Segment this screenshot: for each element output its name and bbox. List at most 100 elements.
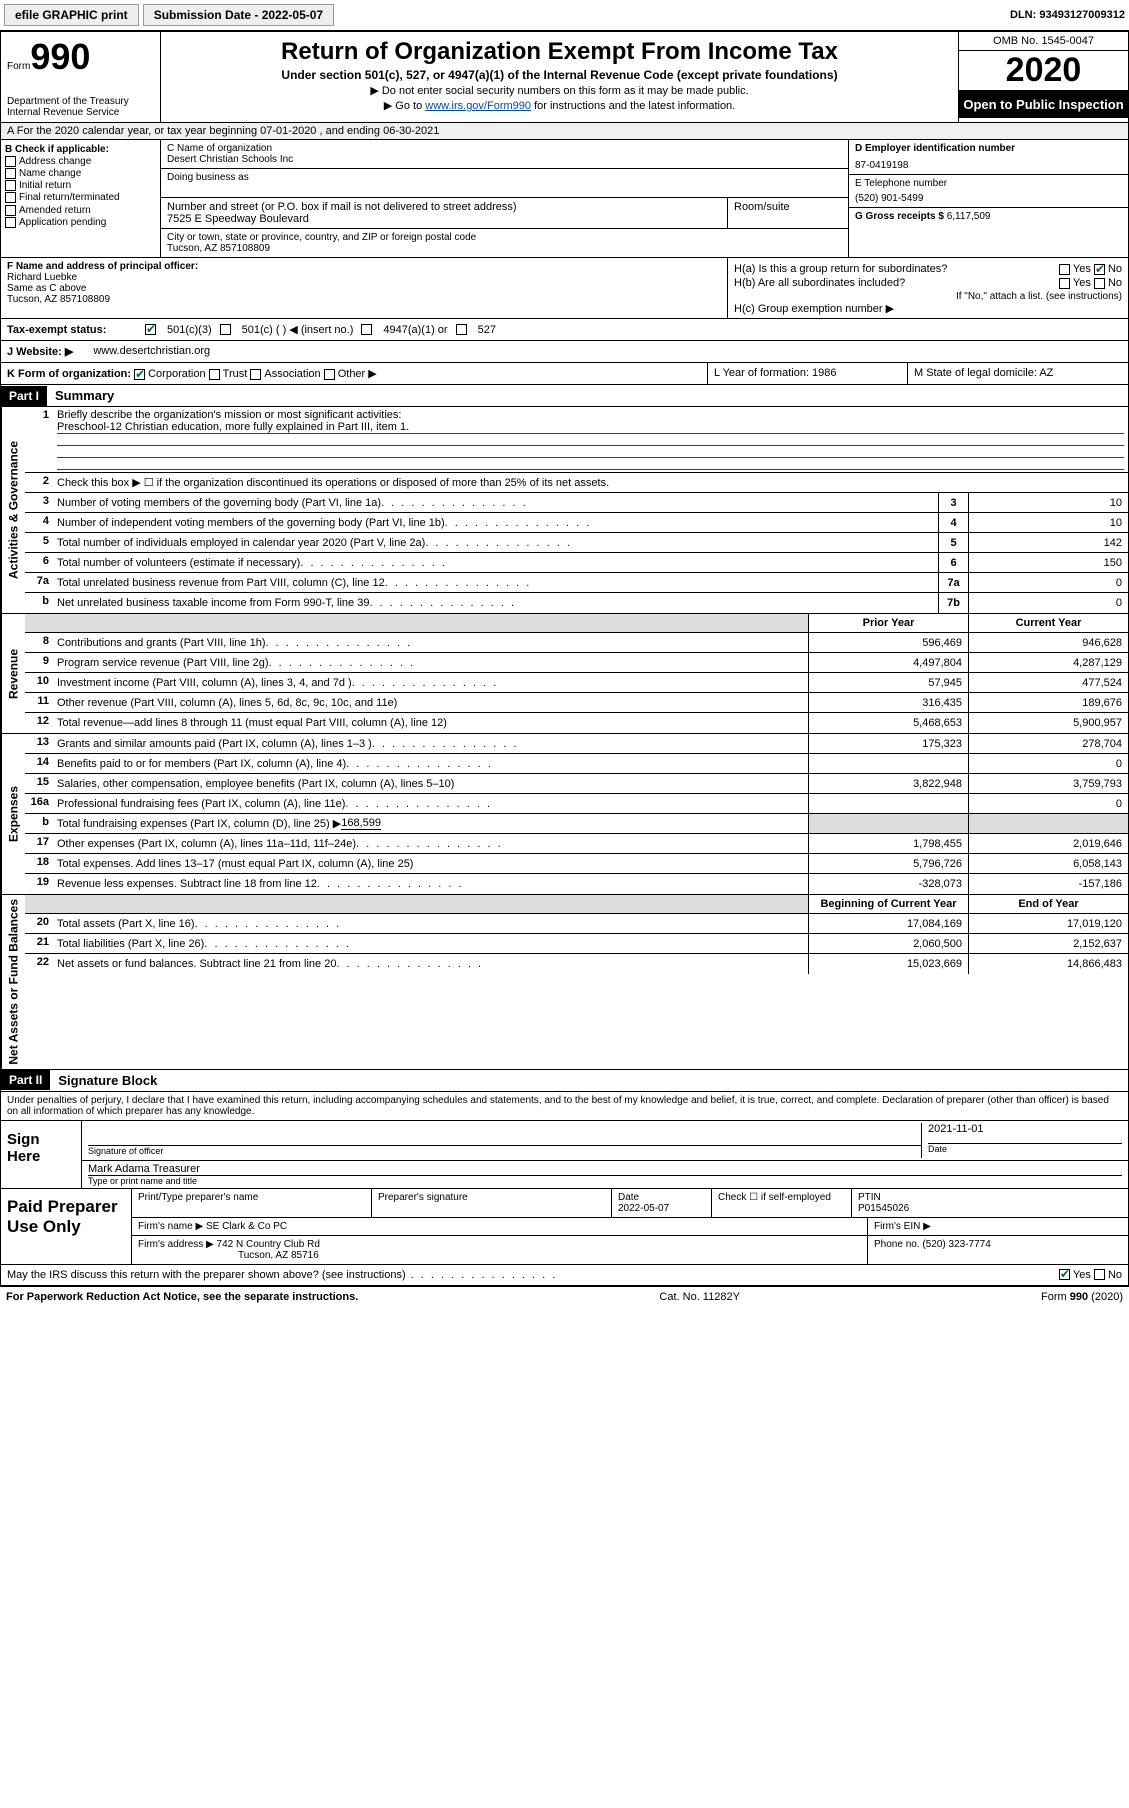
hb-yes-lbl: Yes: [1073, 277, 1091, 289]
irs-link[interactable]: www.irs.gov/Form990: [425, 100, 531, 112]
part1-badge: Part I: [1, 386, 47, 406]
lbl-501c: 501(c) ( ) ◀ (insert no.): [242, 323, 354, 336]
ln20-curr: 17,019,120: [968, 914, 1128, 933]
tax-status-row: Tax-exempt status: 501(c)(3) 501(c) ( ) …: [0, 319, 1129, 341]
chk-527[interactable]: [456, 324, 467, 335]
ln1-label: Briefly describe the organization's miss…: [57, 409, 1124, 421]
officer-addr1: Same as C above: [7, 283, 721, 294]
chk-name-change[interactable]: [5, 168, 16, 179]
city-label: City or town, state or province, country…: [167, 232, 842, 243]
ln19-text: Revenue less expenses. Subtract line 18 …: [53, 874, 808, 894]
chk-501c3[interactable]: [145, 324, 156, 335]
officer-label: F Name and address of principal officer:: [7, 261, 721, 272]
row-a-tax-year: A For the 2020 calendar year, or tax yea…: [0, 123, 1129, 140]
hb-note: If "No," attach a list. (see instruction…: [734, 291, 1122, 302]
gross-value: 6,117,509: [947, 211, 991, 222]
hb-yes[interactable]: [1059, 278, 1070, 289]
form-header: Form990 Department of the Treasury Inter…: [0, 31, 1129, 123]
col-b-title: B Check if applicable:: [5, 144, 156, 155]
page-footer: For Paperwork Reduction Act Notice, see …: [0, 1286, 1129, 1307]
prep-date-label: Date: [618, 1192, 639, 1203]
firm-ein-label: Firm's EIN ▶: [868, 1218, 1128, 1235]
ln6-box: 6: [938, 553, 968, 572]
ln18-text: Total expenses. Add lines 13–17 (must eq…: [53, 854, 808, 873]
ln15-prior: 3,822,948: [808, 774, 968, 793]
chk-trust[interactable]: [209, 369, 220, 380]
ln5-text: Total number of individuals employed in …: [53, 533, 938, 552]
ha-yes[interactable]: [1059, 264, 1070, 275]
footer-left: For Paperwork Reduction Act Notice, see …: [6, 1291, 358, 1303]
prep-date-val: 2022-05-07: [618, 1203, 669, 1214]
discuss-yes[interactable]: [1059, 1269, 1070, 1280]
ln5-box: 5: [938, 533, 968, 552]
hdr-end-year: End of Year: [968, 895, 1128, 913]
ln21-curr: 2,152,637: [968, 934, 1128, 953]
discuss-no[interactable]: [1094, 1269, 1105, 1280]
form-number: 990: [30, 36, 90, 77]
part1-header-row: Part I Summary: [0, 385, 1129, 407]
ln10-prior: 57,945: [808, 673, 968, 692]
ln9-text: Program service revenue (Part VIII, line…: [53, 653, 808, 672]
form-word: Form: [7, 61, 30, 72]
ln7a-num: 7a: [25, 573, 53, 592]
ln12-text: Total revenue—add lines 8 through 11 (mu…: [53, 713, 808, 733]
ln7a-val: 0: [968, 573, 1128, 592]
ln7b-val: 0: [968, 593, 1128, 613]
chk-other[interactable]: [324, 369, 335, 380]
ln9-curr: 4,287,129: [968, 653, 1128, 672]
sign-here-section: Sign Here Signature of officer 2021-11-0…: [0, 1121, 1129, 1189]
phone-value: (520) 901-5499: [855, 193, 1122, 204]
chk-assoc[interactable]: [250, 369, 261, 380]
ln11-curr: 189,676: [968, 693, 1128, 712]
ln21-prior: 2,060,500: [808, 934, 968, 953]
sig-date-label: Date: [928, 1143, 1122, 1154]
ein-label: D Employer identification number: [855, 143, 1122, 154]
ln22-text: Net assets or fund balances. Subtract li…: [53, 954, 808, 974]
ln10-text: Investment income (Part VIII, column (A)…: [53, 673, 808, 692]
ln19-prior: -328,073: [808, 874, 968, 894]
ln13-curr: 278,704: [968, 734, 1128, 753]
form-subtitle: Under section 501(c), 527, or 4947(a)(1)…: [167, 68, 952, 82]
ln6-num: 6: [25, 553, 53, 572]
chk-corp[interactable]: [134, 369, 145, 380]
firm-addr-label: Firm's address ▶: [138, 1239, 214, 1250]
netassets-table: Net Assets or Fund Balances Beginning of…: [0, 895, 1129, 1070]
street-address: 7525 E Speedway Boulevard: [167, 213, 721, 225]
header-right: OMB No. 1545-0047 2020 Open to Public In…: [958, 32, 1128, 122]
suite-label: Room/suite: [728, 198, 848, 228]
ln4-box: 4: [938, 513, 968, 532]
chk-final-return[interactable]: [5, 192, 16, 203]
ha-no-lbl: No: [1108, 263, 1122, 275]
efile-button[interactable]: efile GRAPHIC print: [4, 4, 139, 26]
chk-4947[interactable]: [361, 324, 372, 335]
ln2-text: Check this box ▶ ☐ if the organization d…: [53, 473, 1128, 492]
ln17-curr: 2,019,646: [968, 834, 1128, 853]
ln4-val: 10: [968, 513, 1128, 532]
ln21-text: Total liabilities (Part X, line 26): [53, 934, 808, 953]
ln3-box: 3: [938, 493, 968, 512]
k-form-org: K Form of organization: Corporation Trus…: [1, 363, 708, 384]
chk-amended[interactable]: [5, 205, 16, 216]
discuss-yes-lbl: Yes: [1073, 1269, 1091, 1281]
chk-501c[interactable]: [220, 324, 231, 335]
ln18-prior: 5,796,726: [808, 854, 968, 873]
ln3-text: Number of voting members of the governin…: [53, 493, 938, 512]
ln5-val: 142: [968, 533, 1128, 552]
open-inspection: Open to Public Inspection: [959, 91, 1128, 118]
hb-no[interactable]: [1094, 278, 1105, 289]
ln5-num: 5: [25, 533, 53, 552]
lbl-4947: 4947(a)(1) or: [383, 324, 447, 336]
website-value: www.desertchristian.org: [93, 345, 210, 358]
chk-initial-return[interactable]: [5, 180, 16, 191]
ln7a-text: Total unrelated business revenue from Pa…: [53, 573, 938, 592]
chk-app-pending[interactable]: [5, 217, 16, 228]
ln16a-curr: 0: [968, 794, 1128, 813]
chk-address-change[interactable]: [5, 156, 16, 167]
ha-no[interactable]: [1094, 264, 1105, 275]
submission-date-button[interactable]: Submission Date - 2022-05-07: [143, 4, 334, 26]
sig-date-val: 2021-11-01: [928, 1123, 1122, 1135]
ln14-curr: 0: [968, 754, 1128, 773]
ln17-prior: 1,798,455: [808, 834, 968, 853]
ln13-prior: 175,323: [808, 734, 968, 753]
ln20-text: Total assets (Part X, line 16): [53, 914, 808, 933]
